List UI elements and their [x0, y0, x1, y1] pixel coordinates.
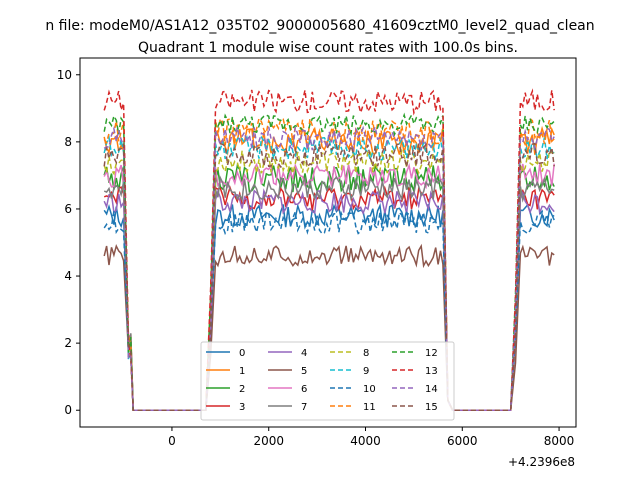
- series-line-14: [103, 124, 555, 411]
- legend-label-8: 8: [363, 348, 369, 359]
- legend-label-6: 6: [301, 384, 307, 395]
- legend-label-10: 10: [363, 384, 376, 395]
- legend-label-1: 1: [239, 366, 245, 377]
- legend-label-13: 13: [425, 366, 438, 377]
- figure-suptitle: n file: modeM0/AS1A12_035T02_9000005680_…: [45, 18, 594, 34]
- y-tick-label: 0: [64, 403, 72, 417]
- y-tick-label: 10: [57, 68, 72, 82]
- y-tick-label: 2: [64, 336, 72, 350]
- x-tick-label: 8000: [544, 434, 575, 448]
- legend-label-4: 4: [301, 348, 307, 359]
- legend-label-2: 2: [239, 384, 245, 395]
- y-axis: 0 2 4 6 8 10: [57, 68, 80, 417]
- legend-label-5: 5: [301, 366, 307, 377]
- x-tick-label: 4000: [350, 434, 381, 448]
- legend-label-15: 15: [425, 402, 438, 413]
- x-tick-label: 0: [168, 434, 176, 448]
- legend-label-12: 12: [425, 348, 438, 359]
- legend-box: [200, 341, 455, 421]
- series-layer: [103, 88, 555, 411]
- legend-label-3: 3: [239, 402, 245, 413]
- x-tick-label: 6000: [447, 434, 478, 448]
- x-offset-label: +4.2396e8: [508, 455, 575, 469]
- y-tick-label: 4: [64, 269, 72, 283]
- legend-label-11: 11: [363, 402, 376, 413]
- y-tick-label: 6: [64, 202, 72, 216]
- legend-label-0: 0: [239, 348, 245, 359]
- series-line-15: [103, 141, 555, 411]
- legend-label-7: 7: [301, 402, 307, 413]
- legend-label-14: 14: [425, 384, 438, 395]
- y-tick-label: 8: [64, 135, 72, 149]
- chart-title: Quadrant 1 module wise count rates with …: [138, 40, 518, 56]
- x-tick-label: 2000: [253, 434, 284, 448]
- legend-label-9: 9: [363, 366, 369, 377]
- x-axis: 0 2000 4000 6000 8000: [168, 427, 574, 448]
- axes-frame: [79, 57, 577, 428]
